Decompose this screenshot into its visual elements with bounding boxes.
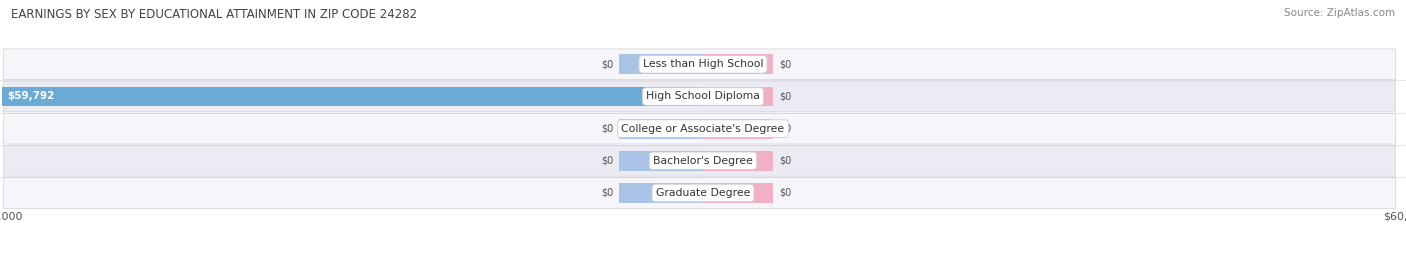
Text: $0: $0 (600, 156, 613, 166)
Bar (703, 151, 773, 171)
Text: EARNINGS BY SEX BY EDUCATIONAL ATTAINMENT IN ZIP CODE 24282: EARNINGS BY SEX BY EDUCATIONAL ATTAINMEN… (11, 8, 418, 21)
Text: Source: ZipAtlas.com: Source: ZipAtlas.com (1284, 8, 1395, 18)
Bar (619, 183, 703, 203)
FancyBboxPatch shape (3, 113, 1396, 144)
Text: $0: $0 (600, 124, 613, 134)
Text: High School Diploma: High School Diploma (647, 91, 759, 102)
Bar (619, 119, 703, 139)
Text: $0: $0 (779, 188, 792, 198)
Text: $0: $0 (600, 188, 613, 198)
Text: Less than High School: Less than High School (643, 59, 763, 69)
Text: $0: $0 (779, 124, 792, 134)
Text: Graduate Degree: Graduate Degree (655, 188, 751, 198)
Bar (703, 87, 773, 106)
Text: $59,792: $59,792 (7, 91, 55, 102)
Text: $0: $0 (779, 91, 792, 102)
Legend: Male, Female: Male, Female (637, 264, 769, 268)
Text: Bachelor's Degree: Bachelor's Degree (652, 156, 754, 166)
Text: $0: $0 (600, 59, 613, 69)
FancyBboxPatch shape (3, 146, 1396, 176)
Bar (619, 54, 703, 74)
Text: $0: $0 (779, 59, 792, 69)
Text: College or Associate's Degree: College or Associate's Degree (621, 124, 785, 134)
FancyBboxPatch shape (3, 178, 1396, 208)
Bar (703, 119, 773, 139)
Bar (703, 183, 773, 203)
FancyBboxPatch shape (3, 49, 1396, 80)
Bar (619, 151, 703, 171)
FancyBboxPatch shape (3, 81, 1396, 112)
Bar (3, 87, 703, 106)
Bar (703, 54, 773, 74)
Text: $0: $0 (779, 156, 792, 166)
